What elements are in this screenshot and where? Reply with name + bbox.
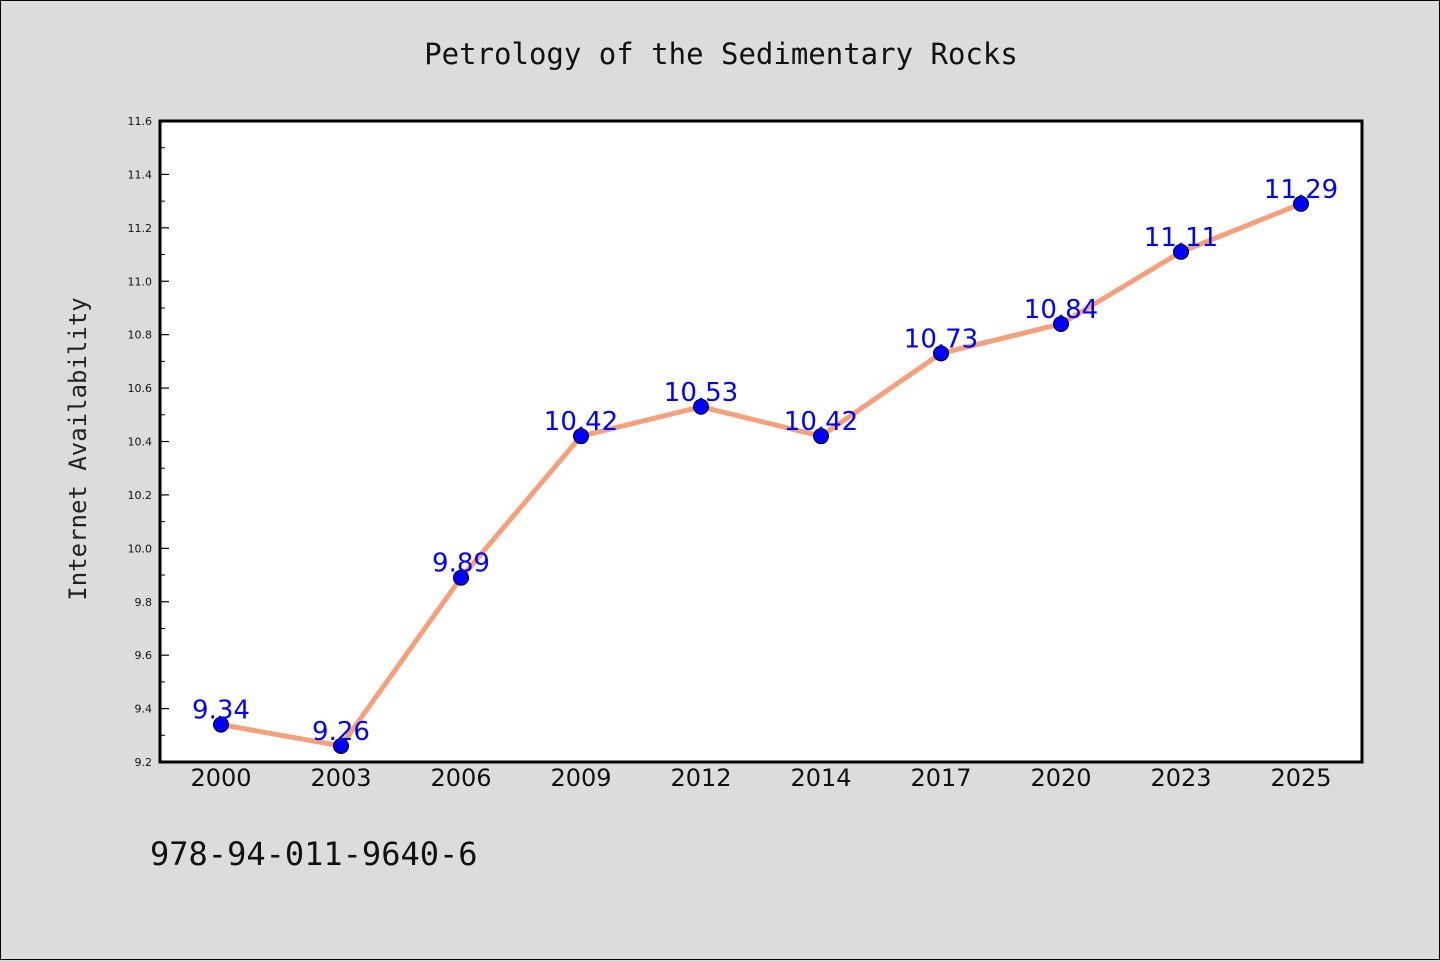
- y-tick-label: 11.4: [128, 168, 153, 181]
- data-label: 9.26: [312, 717, 370, 747]
- data-label: 9.89: [432, 549, 490, 579]
- data-point-marker: [933, 345, 949, 362]
- x-tick-label: 2000: [190, 764, 251, 792]
- data-point-marker: [1053, 315, 1069, 332]
- y-axis-label: Internet Availability: [64, 297, 92, 600]
- x-tick-label: 2003: [310, 764, 371, 792]
- data-point-marker: [1293, 195, 1309, 212]
- series-line: [218, 201, 1304, 749]
- y-tick-label: 9.8: [135, 596, 153, 609]
- x-tick-label: 2017: [910, 764, 971, 792]
- y-tick-label: 10.4: [128, 436, 153, 449]
- data-point-marker: [1173, 243, 1189, 260]
- data-point-marker: [573, 428, 589, 445]
- data-label: 10.53: [664, 378, 738, 408]
- x-tick-label: 2025: [1270, 764, 1331, 792]
- data-point-marker: [333, 737, 349, 754]
- x-tick-label: 2023: [1150, 764, 1211, 792]
- y-tick-label: 11.0: [128, 275, 153, 288]
- x-axis: 2000 2003 2006 2009 2012 2014 2017 2020 2023 2025: [190, 764, 1331, 792]
- data-label: 10.42: [544, 407, 618, 437]
- y-tick-label: 10.2: [128, 489, 153, 502]
- y-tick-label: 9.6: [135, 649, 153, 662]
- data-label-layer: 9.34 9.26 9.89 10.42 10.53 10.42 10.73 10.84 11.…: [192, 175, 1338, 747]
- y-tick-label: 10.0: [128, 542, 153, 555]
- isbn-footer: 978-94-011-9640-6: [150, 835, 478, 873]
- y-tick-label: 11.2: [128, 222, 153, 235]
- data-label: 10.84: [1024, 295, 1098, 325]
- x-tick-label: 2009: [550, 764, 611, 792]
- y-tick-label: 10.8: [128, 329, 153, 342]
- y-tick-label: 10.6: [128, 382, 153, 395]
- y-axis: 9.2 9.4 9.6 9.8 10.0 10.2 10.4 10.6 10.8 11.0 11.2…: [128, 115, 169, 769]
- data-point-marker: [213, 716, 229, 733]
- data-point-marker: [453, 569, 469, 586]
- y-tick-label: 9.4: [135, 703, 153, 716]
- x-tick-label: 2006: [430, 764, 491, 792]
- marker-layer: [213, 195, 1309, 754]
- x-tick-label: 2020: [1030, 764, 1091, 792]
- chart-title: Petrology of the Sedimentary Rocks: [424, 37, 1018, 71]
- y-tick-label: 11.6: [128, 115, 153, 128]
- data-label: 10.42: [784, 407, 858, 437]
- x-tick-label: 2012: [670, 764, 731, 792]
- data-point-marker: [693, 398, 709, 415]
- data-point-marker: [813, 428, 829, 445]
- data-label: 10.73: [904, 324, 978, 354]
- x-tick-label: 2014: [790, 764, 851, 792]
- data-label: 11.11: [1144, 223, 1218, 253]
- series-layer: [218, 201, 1304, 749]
- data-label: 9.34: [192, 696, 250, 726]
- data-label: 11.29: [1264, 175, 1338, 205]
- y-tick-label: 9.2: [135, 756, 153, 769]
- plot-area: [158, 119, 1364, 764]
